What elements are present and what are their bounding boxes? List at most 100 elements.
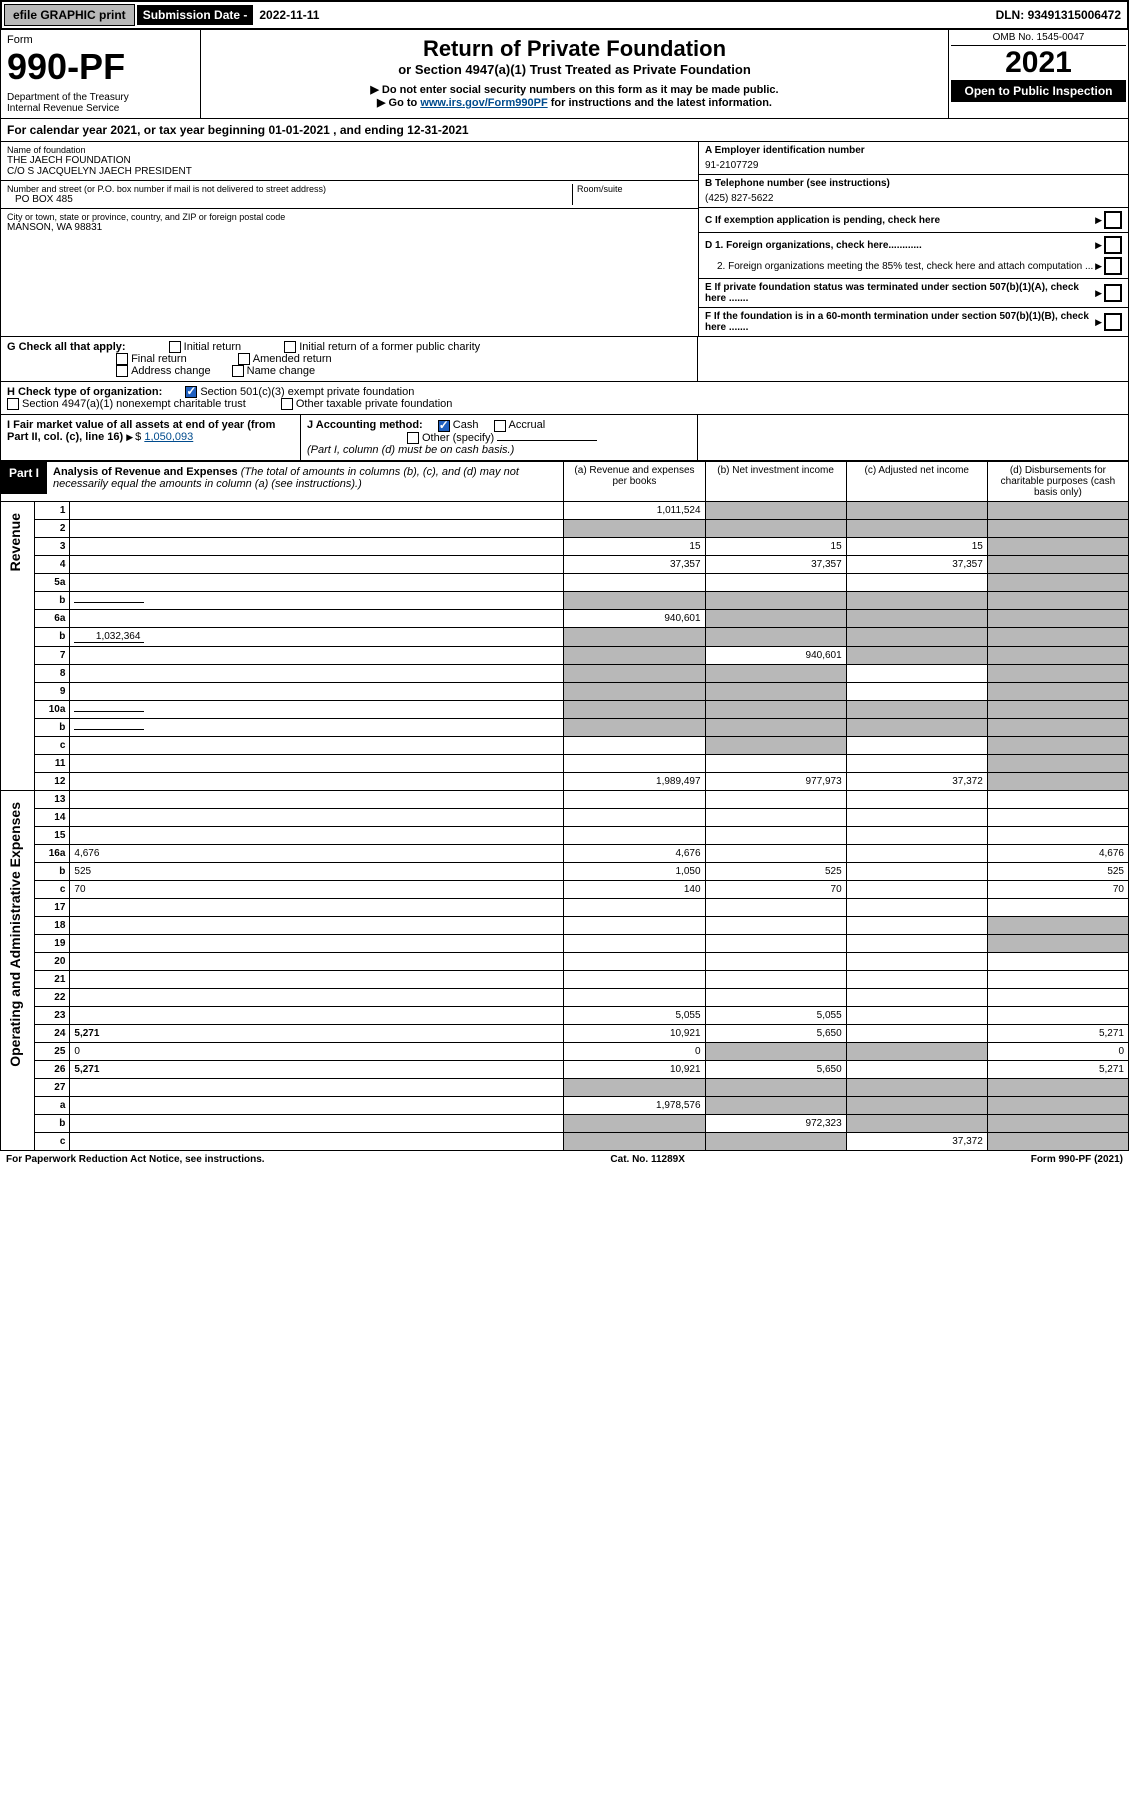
part1-table: Part I Analysis of Revenue and Expenses … xyxy=(0,461,1129,1151)
arrow-icon xyxy=(126,431,135,443)
row-num: 1 xyxy=(35,501,70,519)
g-opt-initial[interactable]: Initial return xyxy=(169,341,241,353)
row-num: 16a xyxy=(35,844,70,862)
inst1: ▶ Do not enter social security numbers o… xyxy=(207,83,942,96)
row-desc xyxy=(70,1096,564,1114)
row-val-a: 10,921 xyxy=(564,1060,705,1078)
irs: Internal Revenue Service xyxy=(7,103,194,114)
i-value[interactable]: 1,050,093 xyxy=(144,431,193,443)
row-val-c: 15 xyxy=(846,537,987,555)
table-row: 7940,601 xyxy=(1,646,1129,664)
row-val-c xyxy=(846,718,987,736)
row-desc xyxy=(70,609,564,627)
form-link[interactable]: www.irs.gov/Form990PF xyxy=(420,97,547,109)
row-val-a: 1,050 xyxy=(564,862,705,880)
e-label: E If private foundation status was termi… xyxy=(705,282,1095,304)
c-checkbox[interactable] xyxy=(1104,211,1122,229)
row-val-c xyxy=(846,646,987,664)
row-val-d xyxy=(987,898,1128,916)
row-val-c xyxy=(846,862,987,880)
g-opt-initial-former[interactable]: Initial return of a former public charit… xyxy=(284,341,480,353)
row-val-d xyxy=(987,682,1128,700)
col-c-header: (c) Adjusted net income xyxy=(846,461,987,501)
d-cell: D 1. Foreign organizations, check here..… xyxy=(699,233,1128,279)
table-row: 17 xyxy=(1,898,1129,916)
city: MANSON, WA 98831 xyxy=(7,222,692,233)
row-val-a xyxy=(564,700,705,718)
g-opt-amended[interactable]: Amended return xyxy=(238,353,332,365)
row-num: 9 xyxy=(35,682,70,700)
d1-checkbox[interactable] xyxy=(1104,236,1122,254)
row-val-d xyxy=(987,1006,1128,1024)
row-val-d xyxy=(987,501,1128,519)
row-num: 23 xyxy=(35,1006,70,1024)
inst2-pre: ▶ Go to xyxy=(377,97,420,109)
h-opt2[interactable]: Section 4947(a)(1) nonexempt charitable … xyxy=(7,398,246,410)
row-val-a xyxy=(564,988,705,1006)
foundation-name: THE JAECH FOUNDATION xyxy=(7,155,692,166)
expenses-side-label: Operating and Administrative Expenses xyxy=(1,790,35,1150)
addr: PO BOX 485 xyxy=(7,194,572,205)
table-row: 25000 xyxy=(1,1042,1129,1060)
d2-checkbox[interactable] xyxy=(1104,257,1122,275)
row-val-b xyxy=(705,664,846,682)
row-val-b xyxy=(705,898,846,916)
addr-label: Number and street (or P.O. box number if… xyxy=(7,184,572,194)
table-row: c xyxy=(1,736,1129,754)
row-val-c xyxy=(846,591,987,609)
g-opt2: Address change xyxy=(131,365,211,377)
f-checkbox[interactable] xyxy=(1104,313,1122,331)
row-desc xyxy=(70,754,564,772)
h-opt1[interactable]: Section 501(c)(3) exempt private foundat… xyxy=(185,386,414,398)
row-val-c xyxy=(846,952,987,970)
row-val-c xyxy=(846,609,987,627)
row-num: 7 xyxy=(35,646,70,664)
h-label: H Check type of organization: xyxy=(7,386,162,398)
row-val-d: 0 xyxy=(987,1042,1128,1060)
row-desc: 70 xyxy=(70,880,564,898)
g-opt0: Initial return xyxy=(184,341,241,353)
g-opt-final[interactable]: Final return xyxy=(116,353,187,365)
row-num: 27 xyxy=(35,1078,70,1096)
row-val-b xyxy=(705,609,846,627)
table-row: 245,27110,9215,6505,271 xyxy=(1,1024,1129,1042)
efile-print-btn[interactable]: efile GRAPHIC print xyxy=(4,4,135,26)
h-opt1-text: Section 501(c)(3) exempt private foundat… xyxy=(200,386,414,398)
inst2: ▶ Go to www.irs.gov/Form990PF for instru… xyxy=(207,96,942,109)
h-opt3[interactable]: Other taxable private foundation xyxy=(281,398,453,410)
table-row: Operating and Administrative Expenses13 xyxy=(1,790,1129,808)
g-opt-name[interactable]: Name change xyxy=(232,365,316,377)
footer-mid: Cat. No. 11289X xyxy=(610,1154,684,1165)
row-num: b xyxy=(35,1114,70,1132)
row-val-a xyxy=(564,718,705,736)
row-val-d: 4,676 xyxy=(987,844,1128,862)
name-label: Name of foundation xyxy=(7,145,692,155)
row-val-a xyxy=(564,736,705,754)
g-opt5: Name change xyxy=(247,365,316,377)
row-val-a xyxy=(564,1114,705,1132)
row-num: 4 xyxy=(35,555,70,573)
e-checkbox[interactable] xyxy=(1104,284,1122,302)
row-val-a xyxy=(564,970,705,988)
addr-cell: Number and street (or P.O. box number if… xyxy=(1,181,698,209)
row-num: 8 xyxy=(35,664,70,682)
j-other[interactable]: Other (specify) xyxy=(407,432,494,444)
row-val-d: 525 xyxy=(987,862,1128,880)
row-num: 14 xyxy=(35,808,70,826)
g-left: G Check all that apply: Initial return I… xyxy=(1,337,698,381)
row-val-b: 5,055 xyxy=(705,1006,846,1024)
row-val-d: 70 xyxy=(987,880,1128,898)
row-val-c xyxy=(846,1078,987,1096)
topbar: efile GRAPHIC print Submission Date - 20… xyxy=(0,0,1129,30)
g-opt-address[interactable]: Address change xyxy=(116,365,211,377)
dln: DLN: 93491315006472 xyxy=(990,5,1127,25)
row-num: 22 xyxy=(35,988,70,1006)
row-desc xyxy=(70,772,564,790)
row-val-d xyxy=(987,952,1128,970)
row-val-a xyxy=(564,664,705,682)
arrow-icon xyxy=(1095,261,1104,272)
j-cash[interactable]: Cash xyxy=(438,419,479,431)
j-accrual[interactable]: Accrual xyxy=(494,419,546,431)
h-opt3-text: Other taxable private foundation xyxy=(296,398,453,410)
omb: OMB No. 1545-0047 xyxy=(951,32,1126,46)
